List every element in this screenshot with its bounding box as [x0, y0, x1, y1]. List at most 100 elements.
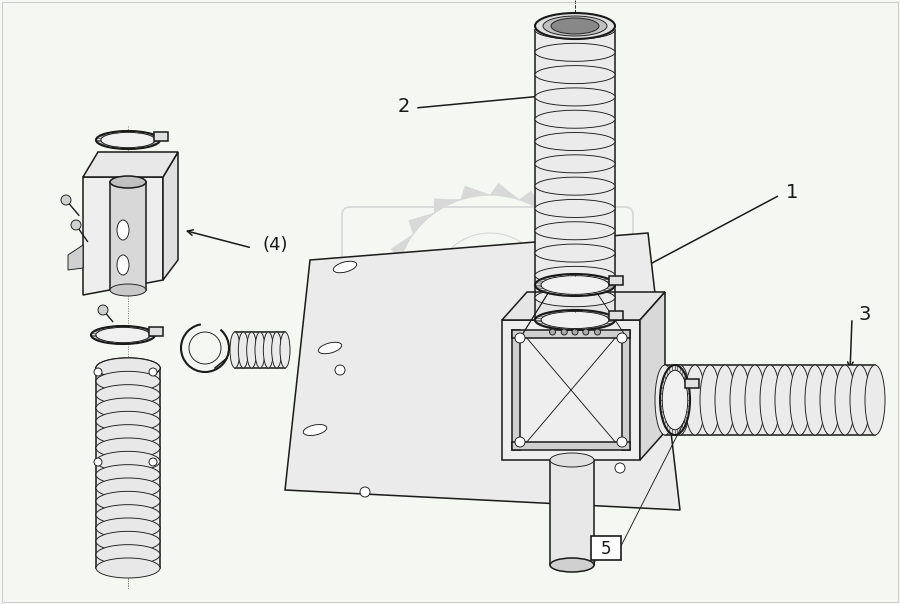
Polygon shape	[535, 30, 615, 320]
Circle shape	[515, 437, 525, 447]
Polygon shape	[434, 199, 461, 213]
Circle shape	[149, 368, 157, 376]
Ellipse shape	[551, 18, 599, 34]
Polygon shape	[83, 177, 163, 295]
Text: ORBY: ORBY	[441, 280, 535, 309]
Ellipse shape	[535, 244, 615, 262]
Polygon shape	[434, 367, 461, 389]
Ellipse shape	[550, 558, 594, 572]
Ellipse shape	[247, 332, 256, 368]
Polygon shape	[386, 290, 400, 320]
Ellipse shape	[96, 518, 160, 538]
Circle shape	[94, 368, 102, 376]
Polygon shape	[235, 332, 285, 368]
Ellipse shape	[730, 365, 750, 435]
Circle shape	[515, 333, 525, 343]
Ellipse shape	[543, 16, 607, 36]
Ellipse shape	[820, 365, 840, 435]
Circle shape	[605, 250, 615, 260]
Ellipse shape	[535, 177, 615, 195]
Bar	[622, 330, 630, 450]
Ellipse shape	[96, 425, 160, 445]
Polygon shape	[461, 186, 490, 200]
FancyBboxPatch shape	[591, 536, 621, 560]
Circle shape	[395, 195, 585, 385]
Ellipse shape	[790, 365, 810, 435]
Polygon shape	[550, 460, 594, 565]
Bar	[512, 330, 520, 450]
Ellipse shape	[101, 132, 155, 147]
Ellipse shape	[535, 222, 615, 240]
Text: 1: 1	[786, 184, 798, 202]
Ellipse shape	[535, 289, 615, 307]
Ellipse shape	[96, 532, 160, 551]
Ellipse shape	[715, 365, 735, 435]
Ellipse shape	[535, 310, 615, 330]
Polygon shape	[665, 365, 875, 435]
Ellipse shape	[535, 111, 615, 128]
Circle shape	[550, 329, 555, 335]
Ellipse shape	[96, 398, 160, 418]
Ellipse shape	[535, 311, 615, 329]
Ellipse shape	[95, 327, 150, 342]
Ellipse shape	[96, 451, 160, 471]
Ellipse shape	[255, 332, 265, 368]
Bar	[609, 311, 623, 320]
Ellipse shape	[541, 275, 609, 294]
Ellipse shape	[670, 365, 690, 435]
Ellipse shape	[535, 199, 615, 217]
Polygon shape	[383, 261, 400, 290]
Polygon shape	[640, 292, 665, 460]
Circle shape	[149, 458, 157, 466]
Polygon shape	[285, 233, 680, 510]
Ellipse shape	[541, 312, 609, 329]
Polygon shape	[96, 368, 160, 568]
Ellipse shape	[272, 332, 282, 368]
Ellipse shape	[745, 365, 765, 435]
Bar	[149, 327, 164, 335]
Ellipse shape	[303, 425, 327, 435]
Polygon shape	[545, 346, 572, 367]
Polygon shape	[68, 245, 83, 270]
Ellipse shape	[117, 255, 129, 275]
Circle shape	[61, 195, 71, 205]
Ellipse shape	[535, 43, 615, 62]
Ellipse shape	[850, 365, 870, 435]
Polygon shape	[502, 320, 640, 460]
Ellipse shape	[535, 155, 615, 173]
Circle shape	[335, 365, 345, 375]
Bar	[155, 132, 168, 141]
Polygon shape	[519, 367, 546, 381]
Ellipse shape	[96, 478, 160, 498]
Ellipse shape	[685, 365, 705, 435]
Ellipse shape	[96, 385, 160, 405]
Ellipse shape	[700, 365, 720, 435]
Circle shape	[595, 329, 600, 335]
Circle shape	[617, 437, 627, 447]
Ellipse shape	[319, 342, 342, 354]
Polygon shape	[490, 184, 519, 200]
Ellipse shape	[110, 284, 146, 296]
Bar	[685, 379, 698, 388]
Ellipse shape	[535, 266, 615, 284]
Ellipse shape	[96, 358, 160, 378]
Polygon shape	[580, 261, 594, 290]
Ellipse shape	[835, 365, 855, 435]
Circle shape	[98, 305, 108, 315]
Polygon shape	[409, 213, 434, 234]
Polygon shape	[461, 381, 490, 397]
Polygon shape	[413, 346, 434, 371]
Ellipse shape	[865, 365, 885, 435]
Ellipse shape	[535, 88, 615, 106]
Ellipse shape	[96, 505, 160, 525]
Circle shape	[562, 329, 567, 335]
Polygon shape	[83, 152, 178, 177]
Ellipse shape	[660, 365, 690, 435]
Polygon shape	[567, 320, 589, 346]
Ellipse shape	[91, 326, 155, 344]
Text: (4): (4)	[262, 236, 287, 254]
Ellipse shape	[117, 220, 129, 240]
Polygon shape	[519, 191, 545, 213]
Bar	[609, 275, 623, 284]
Ellipse shape	[535, 21, 615, 39]
